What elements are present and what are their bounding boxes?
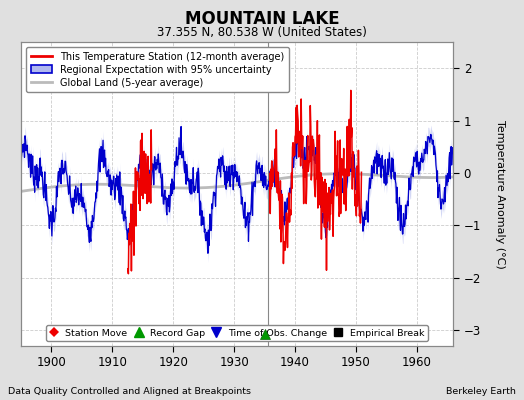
Legend: Station Move, Record Gap, Time of Obs. Change, Empirical Break: Station Move, Record Gap, Time of Obs. C… <box>46 325 428 341</box>
Text: Data Quality Controlled and Aligned at Breakpoints: Data Quality Controlled and Aligned at B… <box>8 387 251 396</box>
Text: MOUNTAIN LAKE: MOUNTAIN LAKE <box>184 10 340 28</box>
Text: Berkeley Earth: Berkeley Earth <box>446 387 516 396</box>
Text: 37.355 N, 80.538 W (United States): 37.355 N, 80.538 W (United States) <box>157 26 367 39</box>
Y-axis label: Temperature Anomaly (°C): Temperature Anomaly (°C) <box>495 120 505 268</box>
